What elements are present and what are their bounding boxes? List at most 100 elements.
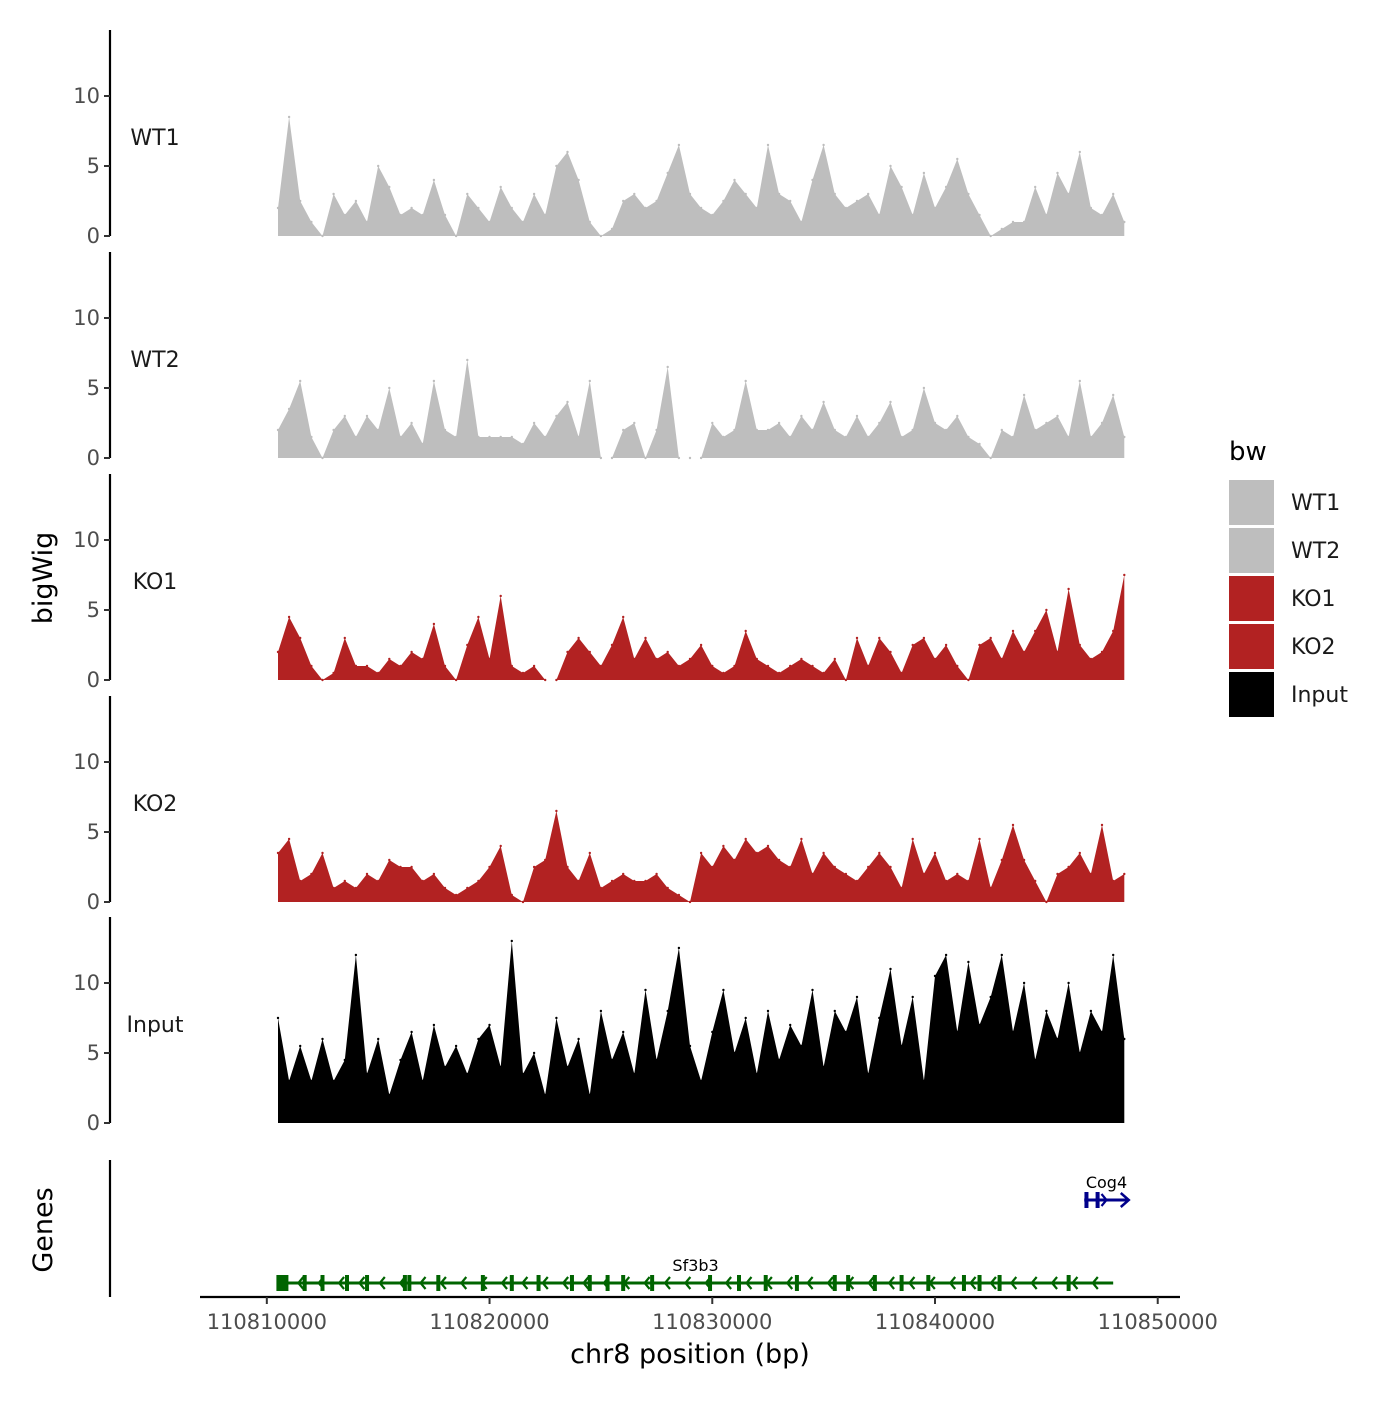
legend-title: bw: [1229, 437, 1267, 467]
data-point-wt1: [688, 192, 692, 196]
data-point-wt2: [989, 456, 992, 460]
data-point-wt1: [766, 143, 770, 147]
strand-arrow: [745, 1276, 753, 1290]
data-point-wt2: [1089, 435, 1093, 439]
data-point-ko2: [499, 844, 502, 848]
data-point-wt1: [1056, 171, 1059, 175]
data-point-input: [622, 1030, 625, 1034]
data-point-wt1: [1100, 213, 1104, 217]
data-point-input: [711, 1030, 714, 1034]
data-point-wt2: [510, 435, 513, 439]
data-point-wt2: [1045, 421, 1048, 425]
exon: [708, 1275, 713, 1291]
data-point-wt2: [321, 456, 324, 460]
exon: [402, 1275, 407, 1291]
exon: [650, 1275, 655, 1291]
data-point-wt2: [911, 428, 914, 432]
data-point-ko2: [332, 886, 335, 890]
data-point-ko1: [1022, 650, 1026, 654]
data-point-ko1: [1034, 629, 1037, 633]
data-point-ko2: [956, 872, 959, 876]
data-point-input: [388, 1093, 391, 1097]
data-point-wt2: [833, 428, 836, 432]
data-point-input: [822, 1065, 825, 1069]
data-point-ko2: [588, 851, 591, 855]
data-point-input: [766, 1009, 770, 1013]
data-point-ko1: [677, 664, 681, 668]
exon: [977, 1275, 982, 1291]
data-point-wt2: [1022, 393, 1026, 397]
data-point-wt2: [577, 435, 580, 439]
data-point-input: [544, 1093, 547, 1097]
strand-arrow: [826, 1276, 834, 1290]
legend-label-ko1: KO1: [1291, 587, 1336, 612]
exon: [846, 1275, 851, 1291]
data-point-wt2: [454, 435, 458, 439]
data-point-wt2: [1123, 435, 1126, 439]
data-point-wt1: [811, 178, 814, 182]
data-point-ko1: [321, 678, 324, 682]
data-point-wt2: [933, 421, 937, 425]
data-point-ko1: [332, 671, 335, 675]
data-point-ko1: [532, 664, 536, 668]
data-point-wt1: [365, 220, 369, 224]
data-point-input: [922, 1079, 926, 1083]
data-point-wt1: [466, 192, 469, 196]
data-point-ko2: [1011, 823, 1015, 827]
data-point-wt1: [744, 192, 747, 196]
data-point-wt2: [488, 435, 491, 439]
legend-swatch-input: [1229, 672, 1274, 717]
data-point-wt1: [911, 213, 914, 217]
gene-sf3b3: Sf3b3: [276, 1256, 1114, 1291]
exon: [832, 1275, 837, 1291]
strand-arrow: [582, 1276, 590, 1290]
data-point-ko1: [499, 594, 502, 598]
data-point-ko2: [633, 879, 636, 883]
data-point-ko1: [354, 664, 358, 668]
data-point-input: [956, 1030, 959, 1034]
data-point-ko2: [299, 879, 302, 883]
data-point-ko2: [755, 851, 758, 855]
exon: [365, 1275, 370, 1291]
coverage-area-ko2: [278, 811, 1125, 902]
data-point-ko2: [967, 879, 970, 883]
data-point-wt1: [454, 234, 458, 238]
data-point-wt1: [421, 213, 424, 217]
data-point-input: [633, 1072, 636, 1076]
data-point-ko1: [410, 650, 413, 654]
data-point-ko1: [933, 657, 937, 661]
data-point-ko2: [855, 879, 859, 883]
coverage-area-wt1: [278, 117, 1125, 236]
track-label-ko1: KO1: [133, 570, 178, 595]
data-point-ko1: [622, 615, 625, 619]
data-point-wt1: [532, 192, 536, 196]
data-point-ko1: [399, 664, 402, 668]
data-point-input: [833, 1009, 836, 1013]
track-wt2: 0 5 10 WT2: [73, 252, 1126, 470]
data-point-ko2: [1112, 879, 1115, 883]
strand-arrow: [785, 1276, 794, 1290]
data-point-wt1: [933, 206, 937, 210]
data-point-wt1: [666, 171, 669, 175]
y-tick-label: 10: [73, 306, 100, 330]
data-point-wt1: [443, 213, 447, 217]
data-point-ko2: [443, 886, 447, 890]
track-ko1: 0 5 10 KO1: [73, 474, 1126, 692]
data-point-ko2: [1022, 858, 1026, 862]
data-point-input: [978, 1023, 981, 1027]
exon: [872, 1275, 877, 1291]
data-point-wt2: [343, 414, 346, 418]
data-point-wt1: [1067, 192, 1070, 196]
data-point-ko2: [532, 865, 536, 869]
data-point-wt2: [388, 386, 391, 390]
exon: [605, 1275, 610, 1291]
strand-arrow: [459, 1276, 468, 1290]
data-point-ko1: [889, 650, 892, 654]
data-point-wt1: [610, 227, 614, 231]
data-point-ko2: [1123, 872, 1126, 876]
exon: [926, 1275, 931, 1291]
data-point-input: [967, 960, 970, 964]
data-point-wt2: [566, 400, 569, 404]
data-point-wt1: [677, 143, 681, 147]
data-point-wt2: [967, 435, 970, 439]
